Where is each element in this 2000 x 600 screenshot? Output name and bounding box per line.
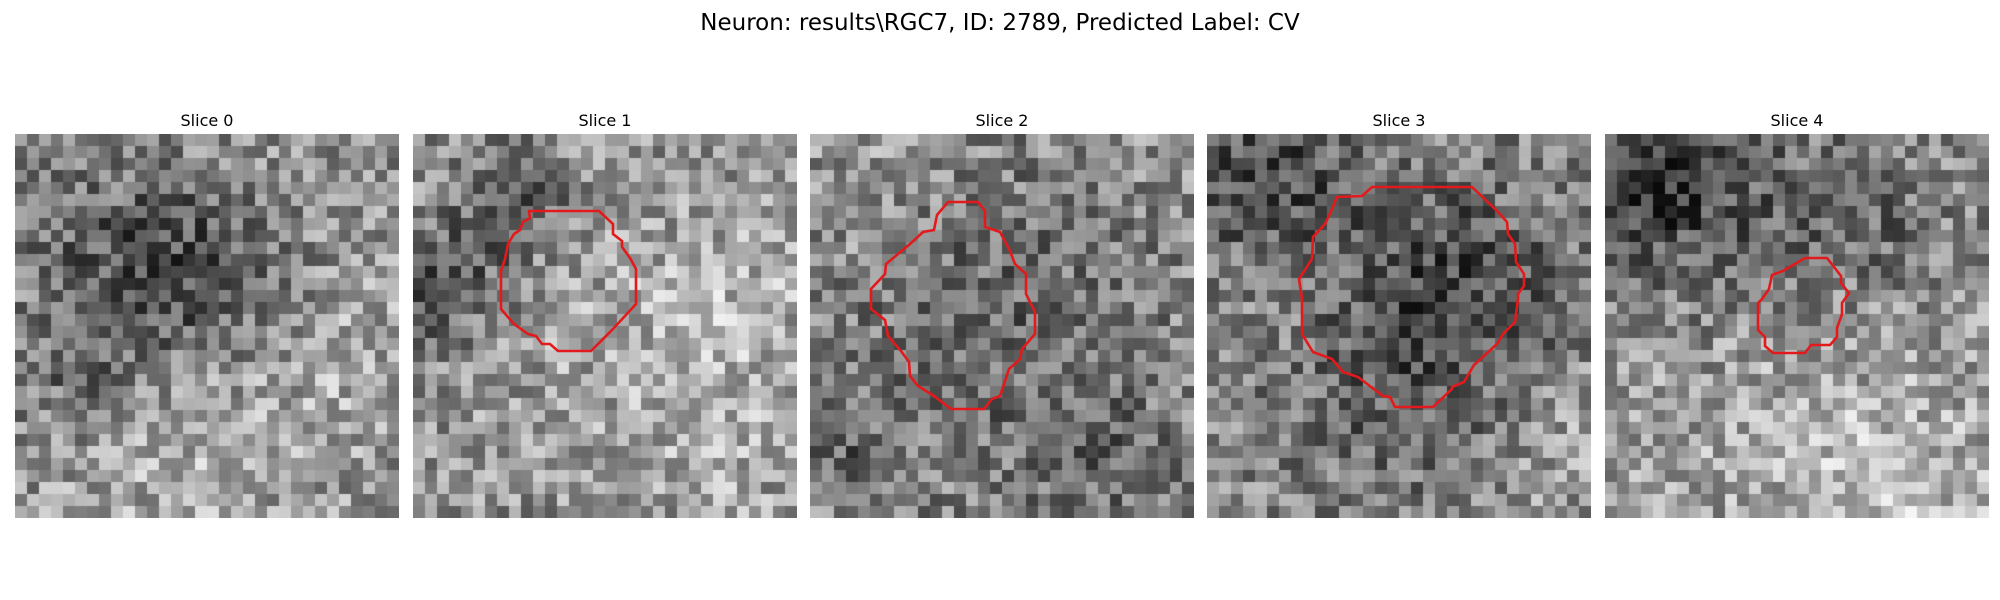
- overlay: [869, 200, 1037, 411]
- slice-image: [15, 134, 399, 518]
- segmentation-contour: [869, 200, 1037, 411]
- segmentation-contour: [1756, 256, 1851, 355]
- overlay: [1297, 185, 1526, 409]
- panel-title: Slice 2: [975, 111, 1029, 130]
- panel-slice-0: Slice 0: [15, 108, 399, 518]
- overlay: [1756, 256, 1851, 355]
- panel-slice-3: Slice 3: [1207, 108, 1591, 518]
- slice-image: [810, 134, 1194, 518]
- overlay: [499, 209, 638, 353]
- panel-title: Slice 3: [1372, 111, 1426, 130]
- panel-slice-4: Slice 4: [1605, 108, 1989, 518]
- panel-title: Slice 0: [180, 111, 234, 130]
- slice-image: [413, 134, 797, 518]
- segmentation-contour: [499, 209, 638, 353]
- figure-title: Neuron: results\RGC7, ID: 2789, Predicte…: [700, 10, 1300, 36]
- panel-title: Slice 1: [578, 111, 632, 130]
- panel-title: Slice 4: [1770, 111, 1824, 130]
- panel-slice-2: Slice 2: [810, 108, 1194, 518]
- segmentation-contour: [1297, 185, 1526, 409]
- panel-slice-1: Slice 1: [413, 108, 797, 518]
- slice-image: [1207, 134, 1591, 518]
- slice-image: [1605, 134, 1989, 518]
